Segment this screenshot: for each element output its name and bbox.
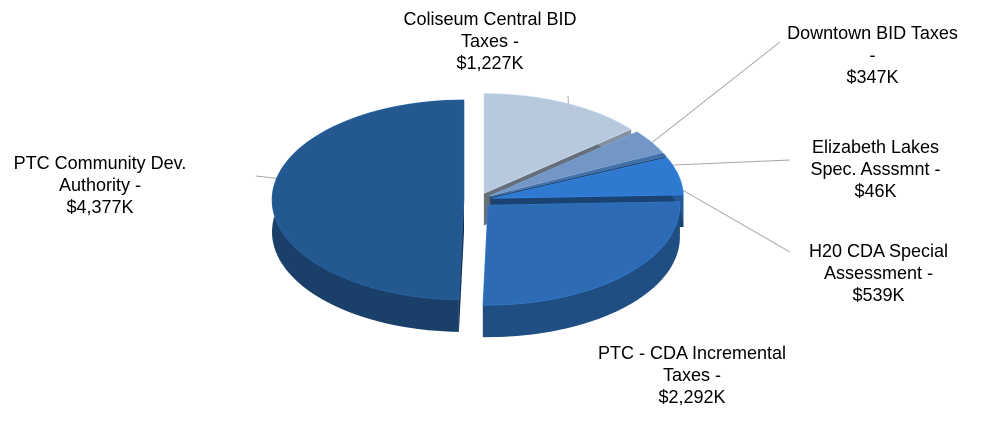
value-label: $1,227K (456, 53, 524, 73)
category-label: PTC Community Dev. Authority - (13, 153, 187, 195)
category-label: Elizabeth Lakes Spec. Asssmnt - (810, 137, 941, 179)
slice-top (490, 153, 667, 198)
leader-line (651, 159, 791, 167)
value-label: $347K (846, 67, 899, 87)
slice-top (483, 93, 632, 194)
slice-label: Coliseum Central BID Taxes - $1,227K (395, 8, 585, 74)
slice-label: Downtown BID Taxes - $347K (785, 22, 960, 88)
slice-top (491, 157, 684, 199)
slice-top (489, 131, 664, 197)
pie-slice (271, 99, 465, 332)
slice-side (458, 199, 465, 332)
pie-slice (482, 201, 681, 338)
leader-line (639, 41, 781, 153)
slice-top (271, 99, 465, 301)
category-label: H20 CDA Special Assessment - (808, 241, 949, 283)
category-label: PTC - CDA Incremental Taxes - (597, 343, 787, 385)
slice-top (482, 201, 681, 306)
slice-label: PTC - CDA Incremental Taxes - $2,292K (592, 342, 792, 408)
value-label: $46K (854, 181, 897, 201)
category-label: Downtown BID Taxes - (787, 23, 958, 65)
value-label: $539K (852, 285, 905, 305)
slice-label: Elizabeth Lakes Spec. Asssmnt - $46K (788, 136, 963, 202)
value-label: $2,292K (658, 387, 726, 407)
slice-label: H20 CDA Special Assessment - $539K (786, 240, 971, 306)
category-label: Coliseum Central BID Taxes - (403, 9, 577, 51)
slice-wall (482, 201, 680, 338)
slice-label: PTC Community Dev. Authority - $4,377K (5, 152, 195, 218)
value-label: $4,377K (66, 197, 134, 217)
leader-line (671, 183, 791, 253)
